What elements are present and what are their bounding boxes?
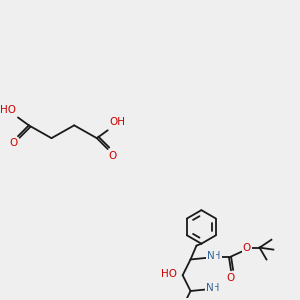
Text: N: N <box>207 251 215 262</box>
Text: N: N <box>206 283 214 293</box>
Text: HO: HO <box>161 269 177 279</box>
Text: HO: HO <box>0 105 16 115</box>
Text: O: O <box>243 243 251 253</box>
Text: OH: OH <box>110 117 126 128</box>
Text: H: H <box>214 251 221 262</box>
Text: O: O <box>109 151 117 161</box>
Text: O: O <box>9 138 17 148</box>
Text: H: H <box>212 283 219 293</box>
Text: O: O <box>227 273 235 283</box>
